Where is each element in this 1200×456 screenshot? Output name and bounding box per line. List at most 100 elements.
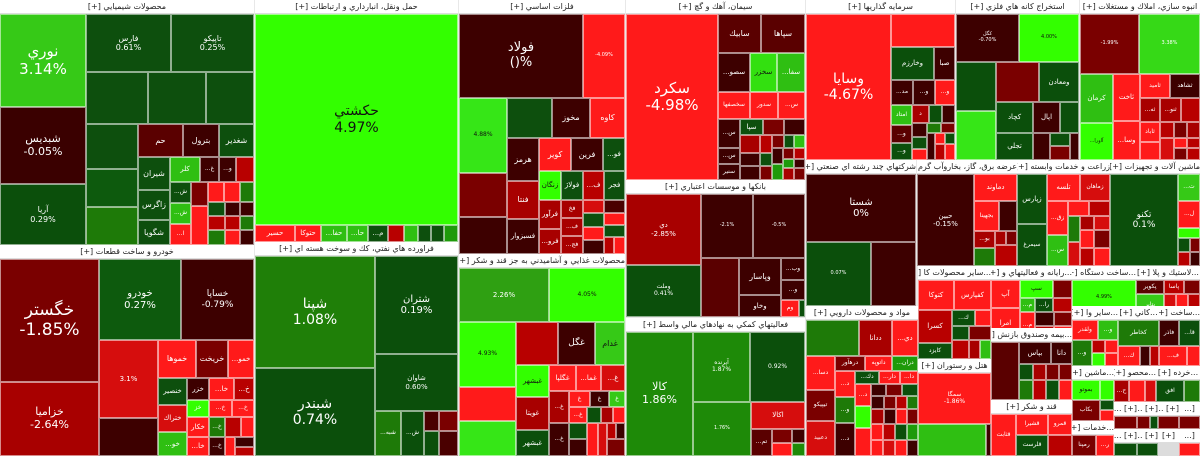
stock-tile[interactable] bbox=[459, 217, 507, 254]
stock-tile[interactable]: سپاها bbox=[761, 14, 805, 53]
stock-tile[interactable]: حبين -0.15% bbox=[917, 174, 974, 266]
stock-tile[interactable]: -1.99% bbox=[1080, 14, 1139, 74]
stock-tile[interactable]: سپ bbox=[1020, 280, 1053, 298]
stock-tile[interactable] bbox=[1181, 98, 1200, 122]
stock-tile[interactable] bbox=[760, 135, 772, 153]
stock-tile[interactable] bbox=[907, 396, 918, 409]
stock-tile[interactable] bbox=[1006, 231, 1017, 245]
stock-tile[interactable]: قمرو bbox=[1048, 414, 1072, 435]
stock-tile[interactable] bbox=[1046, 380, 1059, 400]
stock-tile[interactable]: 3.38% bbox=[1139, 14, 1200, 74]
stock-tile[interactable] bbox=[587, 407, 601, 423]
stock-tile[interactable] bbox=[604, 213, 625, 225]
stock-tile[interactable]: ...وب bbox=[781, 258, 805, 280]
stock-tile[interactable]: ...غ bbox=[601, 365, 625, 391]
sector-header[interactable]: [+] ... bbox=[1114, 402, 1137, 416]
stock-tile[interactable] bbox=[208, 182, 224, 202]
stock-tile[interactable]: خزر bbox=[187, 378, 209, 400]
stock-tile[interactable] bbox=[225, 216, 240, 230]
stock-tile[interactable] bbox=[418, 225, 431, 242]
stock-tile[interactable]: شستا 0% bbox=[806, 174, 916, 242]
stock-tile[interactable]: سكرد -4.98% bbox=[626, 14, 718, 180]
stock-tile[interactable]: قثابت bbox=[991, 414, 1016, 456]
sector-header[interactable]: ...محصو [+] bbox=[1114, 366, 1156, 380]
stock-tile[interactable] bbox=[1174, 122, 1187, 138]
stock-tile[interactable] bbox=[896, 409, 907, 424]
stock-tile[interactable] bbox=[896, 396, 907, 409]
sector-header[interactable]: فعاليتهاي كمكي به نهادهاي مالي واسط [+] bbox=[626, 318, 805, 332]
stock-tile[interactable] bbox=[240, 182, 254, 202]
stock-tile[interactable] bbox=[1019, 380, 1033, 400]
stock-tile[interactable]: تكنو 0.1% bbox=[1110, 174, 1178, 266]
stock-tile[interactable]: سيمرغ bbox=[1017, 224, 1047, 266]
stock-tile[interactable]: دانا bbox=[1051, 342, 1072, 364]
sector-header[interactable]: [+] ... bbox=[1137, 429, 1158, 443]
stock-tile[interactable] bbox=[569, 423, 587, 439]
stock-tile[interactable] bbox=[1105, 340, 1118, 353]
sector-header[interactable]: ...ساخت [+] bbox=[1159, 306, 1200, 320]
stock-tile[interactable] bbox=[1050, 146, 1070, 160]
stock-tile[interactable]: ...خ bbox=[232, 400, 254, 417]
stock-tile[interactable] bbox=[956, 111, 996, 160]
stock-tile[interactable] bbox=[424, 411, 439, 431]
stock-tile[interactable] bbox=[224, 182, 240, 202]
stock-tile[interactable]: شتران 0.19% bbox=[375, 256, 458, 354]
stock-tile[interactable]: كلر bbox=[170, 157, 200, 182]
stock-tile[interactable]: ثاميد bbox=[1140, 74, 1170, 98]
stock-tile[interactable]: ...ش bbox=[170, 203, 191, 224]
stock-tile[interactable] bbox=[616, 423, 625, 439]
sector-header[interactable]: ماشين آلات و تجهيزات [+] bbox=[1110, 160, 1200, 174]
stock-tile[interactable] bbox=[1160, 138, 1174, 160]
stock-tile[interactable]: ...ا bbox=[170, 224, 191, 245]
stock-tile[interactable] bbox=[583, 213, 604, 227]
stock-tile[interactable]: فاذر bbox=[1159, 320, 1179, 346]
stock-tile[interactable]: ...غ bbox=[549, 423, 569, 456]
sector-header[interactable]: مواد و محصولات دارويي [+] bbox=[806, 306, 918, 320]
stock-tile[interactable]: بپاس bbox=[1019, 342, 1051, 364]
stock-tile[interactable] bbox=[783, 168, 794, 180]
stock-tile[interactable] bbox=[974, 248, 995, 266]
stock-tile[interactable] bbox=[1080, 230, 1094, 248]
stock-tile[interactable]: غگلپا bbox=[549, 365, 576, 391]
stock-tile[interactable]: ...س bbox=[778, 92, 805, 119]
stock-tile[interactable] bbox=[208, 216, 225, 230]
stock-tile[interactable]: ...ثه bbox=[1140, 98, 1160, 122]
stock-tile[interactable] bbox=[991, 342, 1019, 400]
stock-tile[interactable]: ...را bbox=[1035, 298, 1053, 312]
stock-tile[interactable]: درهآور bbox=[835, 356, 865, 371]
stock-tile[interactable]: خنصير bbox=[158, 378, 187, 405]
stock-tile[interactable]: ختراك bbox=[158, 405, 187, 432]
stock-tile[interactable]: كچاد bbox=[996, 102, 1033, 133]
stock-tile[interactable]: خريخت bbox=[196, 340, 228, 378]
stock-tile[interactable]: ...دك bbox=[855, 371, 879, 384]
stock-tile[interactable]: خساپا -0.79% bbox=[181, 259, 254, 340]
stock-tile[interactable] bbox=[884, 409, 896, 424]
stock-tile[interactable] bbox=[240, 202, 254, 216]
stock-tile[interactable] bbox=[424, 431, 439, 456]
stock-tile[interactable] bbox=[459, 387, 516, 421]
stock-tile[interactable]: غ bbox=[569, 391, 590, 407]
stock-tile[interactable] bbox=[1178, 228, 1200, 238]
stock-tile[interactable]: غ bbox=[609, 391, 625, 407]
stock-tile[interactable] bbox=[1068, 242, 1080, 266]
stock-tile[interactable]: خزاميا -2.64% bbox=[0, 382, 99, 456]
stock-tile[interactable] bbox=[86, 124, 138, 169]
stock-tile[interactable]: فرين bbox=[571, 138, 603, 171]
stock-tile[interactable] bbox=[772, 164, 783, 180]
stock-tile[interactable] bbox=[806, 320, 859, 356]
stock-tile[interactable]: 3.1% bbox=[99, 340, 158, 418]
sector-header[interactable]: سيمان، آهك و گچ [+] bbox=[626, 0, 805, 14]
stock-tile[interactable] bbox=[1114, 416, 1137, 429]
stock-tile[interactable]: فجر bbox=[604, 171, 625, 200]
stock-tile[interactable] bbox=[871, 440, 883, 456]
stock-tile[interactable]: حتوكا bbox=[295, 225, 321, 242]
sector-header[interactable]: فراورده هاي نفتي، كك و سوخت هسته اي [+] bbox=[255, 242, 458, 256]
stock-tile[interactable] bbox=[927, 133, 935, 160]
stock-tile[interactable]: ...حا bbox=[347, 225, 368, 242]
stock-tile[interactable]: ...خ bbox=[234, 378, 254, 400]
stock-tile[interactable]: نوري 3.14% bbox=[0, 14, 86, 107]
stock-tile[interactable] bbox=[871, 409, 884, 424]
stock-tile[interactable] bbox=[225, 437, 235, 456]
stock-tile[interactable] bbox=[941, 123, 955, 133]
stock-tile[interactable]: ...ك bbox=[952, 310, 975, 326]
